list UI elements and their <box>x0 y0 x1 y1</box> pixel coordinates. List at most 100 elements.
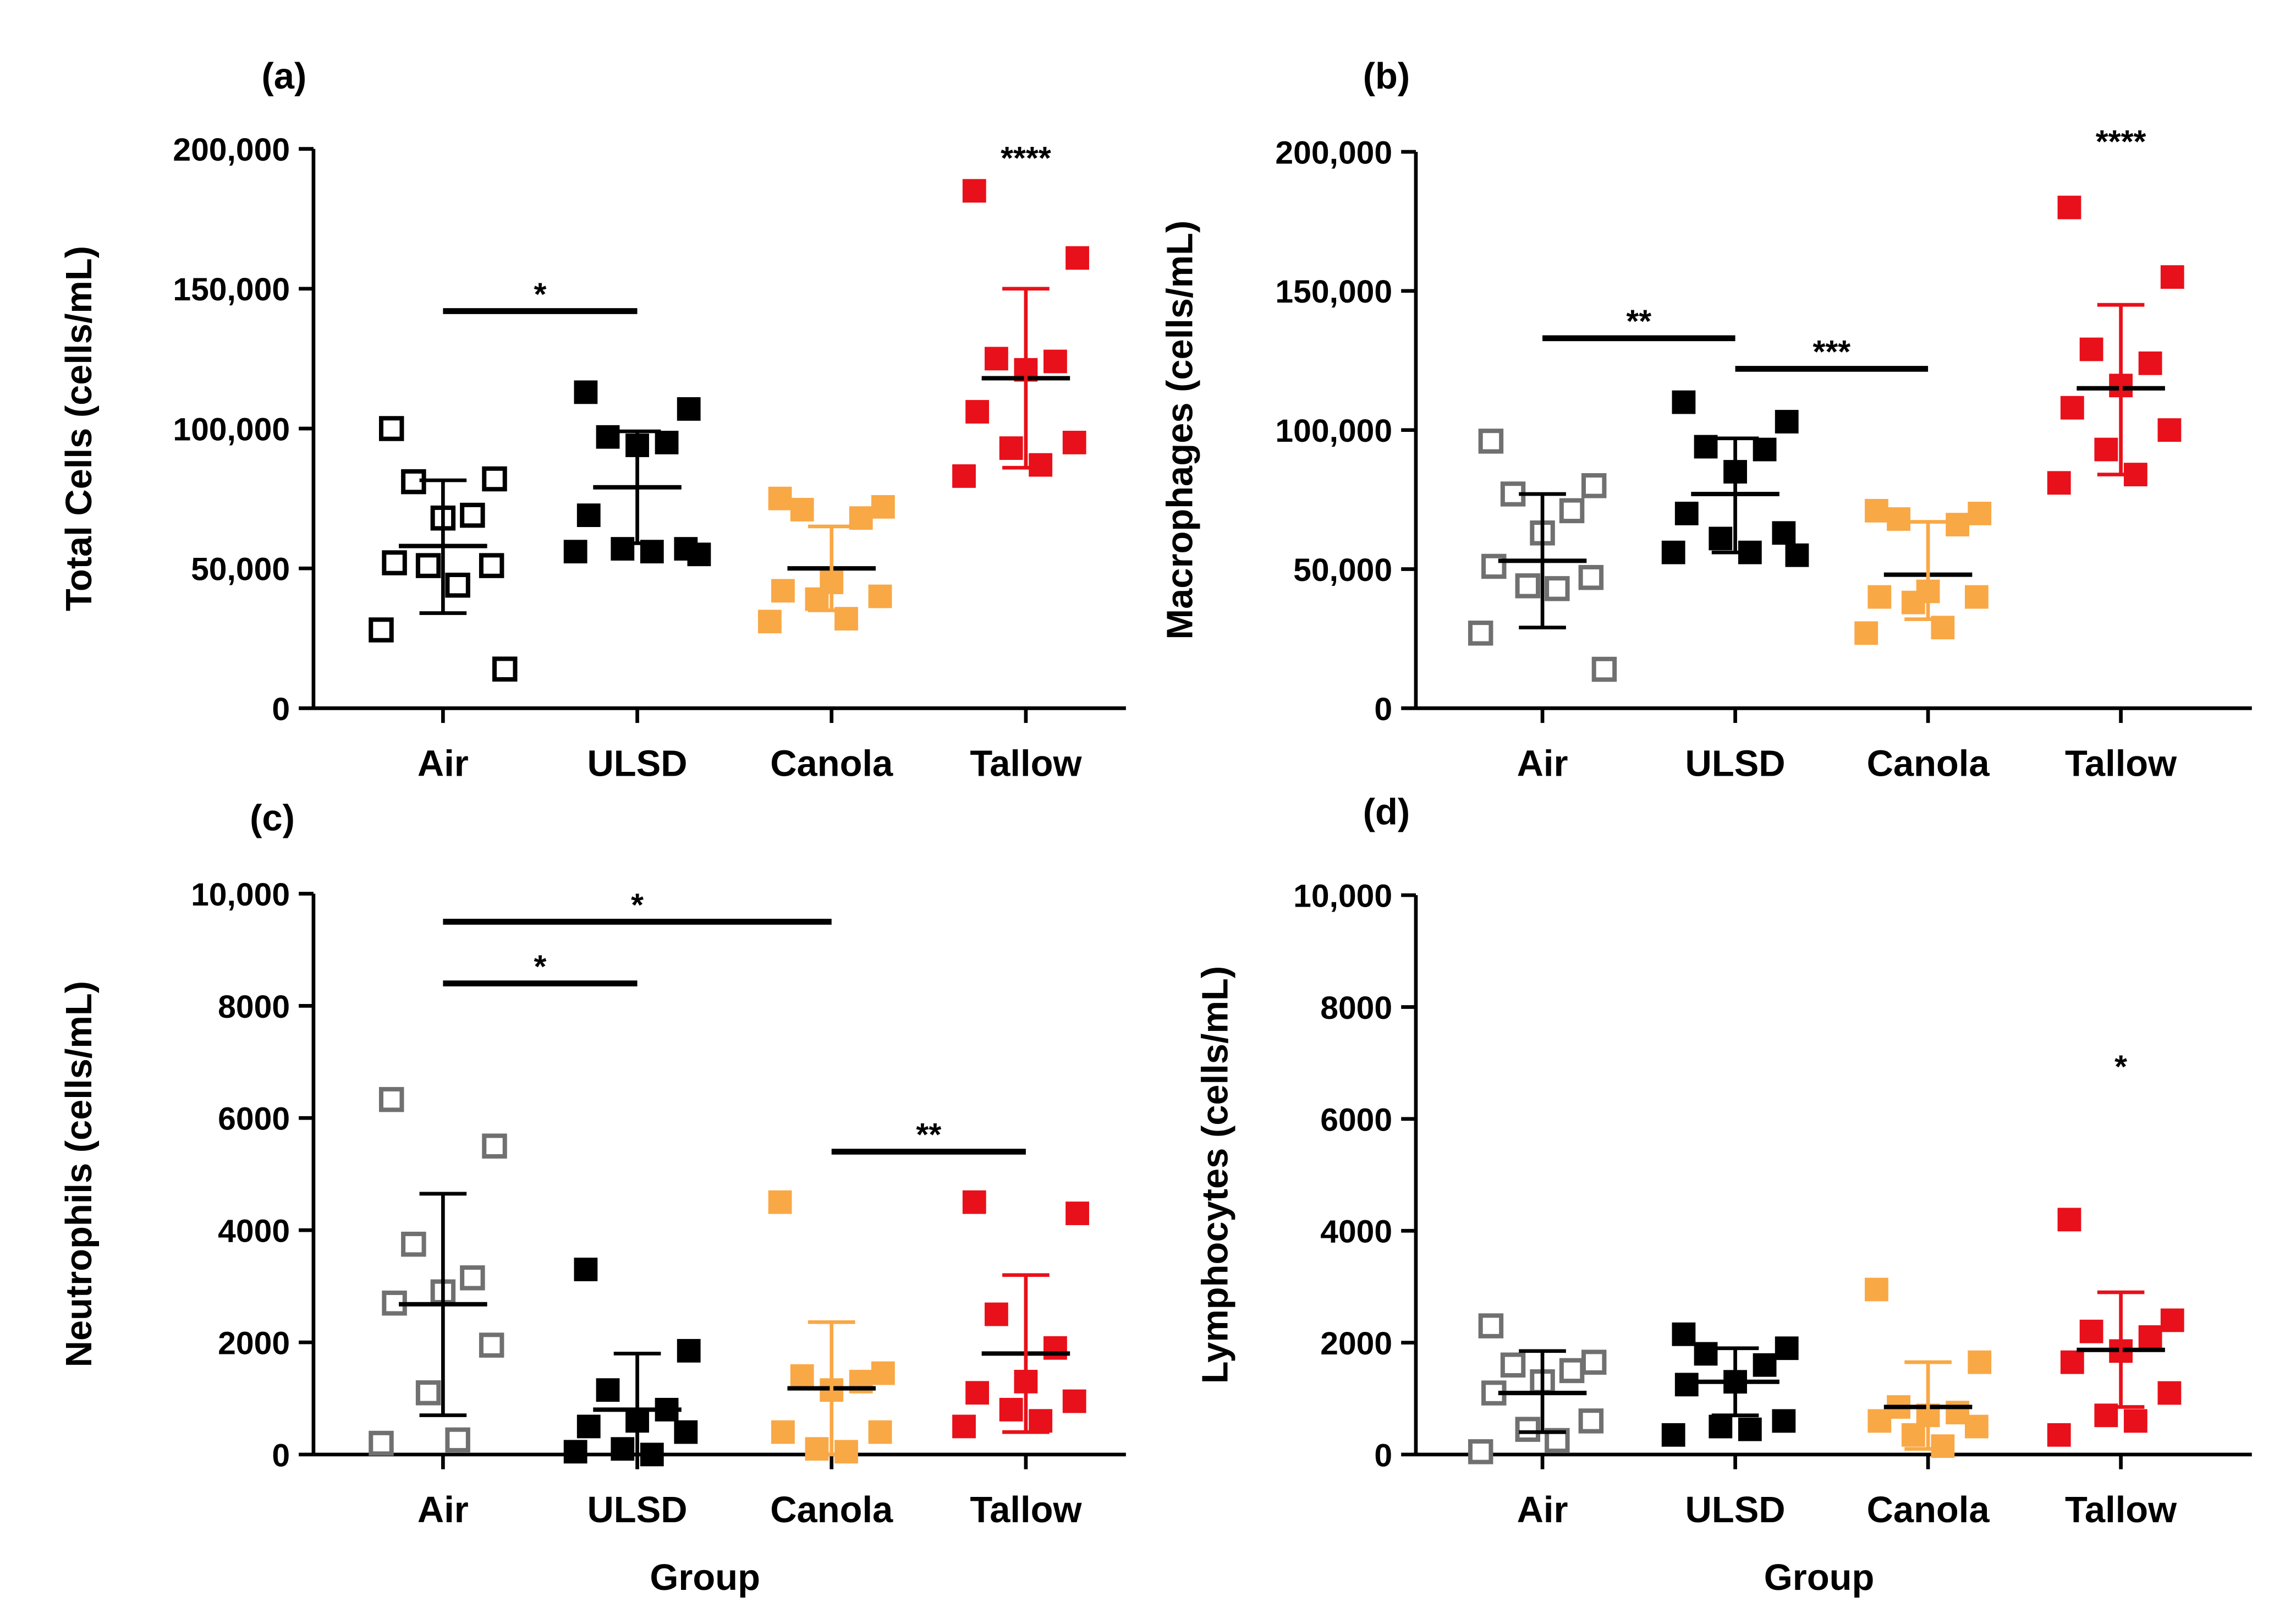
data-point <box>1753 1353 1777 1377</box>
data-point <box>677 397 701 421</box>
x-axis-label: Group <box>1764 1557 1875 1598</box>
data-point <box>2057 1208 2081 1232</box>
significance-label: ** <box>1626 304 1651 339</box>
data-point <box>2047 1423 2071 1447</box>
panel-label: (b) <box>1363 56 1410 97</box>
data-point <box>805 587 829 611</box>
y-tick-label: 0 <box>1374 692 1392 727</box>
series-air <box>1468 1313 1607 1464</box>
data-point <box>1674 1373 1699 1397</box>
data-point <box>415 553 441 578</box>
data-point <box>1578 1408 1604 1434</box>
series-tallow <box>952 1190 1089 1439</box>
data-point <box>962 179 986 203</box>
data-point <box>1581 1349 1607 1375</box>
data-point <box>563 1440 587 1464</box>
x-tick-label: Tallow <box>2065 1489 2177 1530</box>
panel-label: (d) <box>1363 792 1410 833</box>
data-point <box>768 1190 792 1214</box>
data-point <box>1468 1439 1493 1464</box>
data-point <box>2160 265 2184 289</box>
data-point <box>1478 1313 1504 1338</box>
data-point <box>1854 621 1878 645</box>
data-point <box>1545 576 1570 601</box>
panel-label: (c) <box>250 797 295 838</box>
data-point <box>563 540 587 564</box>
data-point <box>868 1420 892 1444</box>
x-tick-label: Tallow <box>2065 743 2177 784</box>
data-point <box>1065 1201 1089 1225</box>
data-point <box>1772 521 1796 545</box>
series-air <box>369 1087 507 1456</box>
y-axis-label: Neutrophils (cells/mL) <box>58 981 100 1367</box>
data-point <box>965 1381 990 1405</box>
x-tick-label: Tallow <box>970 743 1082 784</box>
data-point <box>1709 1414 1733 1439</box>
data-point <box>1481 553 1507 579</box>
data-point <box>1709 526 1733 551</box>
data-point <box>1578 564 1604 590</box>
data-point <box>2094 437 2118 462</box>
data-point <box>1062 431 1086 454</box>
series-tallow <box>2047 195 2184 495</box>
data-point <box>576 503 601 527</box>
y-tick-label: 6000 <box>1320 1102 1392 1138</box>
x-tick-label: Air <box>1517 743 1568 784</box>
panel-b: (b) 0 50,000 100,000 150,000 200,000 Air ULSD Ca… <box>1159 56 2252 784</box>
series-ulsd <box>563 380 711 567</box>
data-point <box>492 656 518 682</box>
data-point <box>482 1133 507 1159</box>
y-tick-label: 4000 <box>1320 1214 1392 1250</box>
y-tick-label: 0 <box>272 1438 290 1473</box>
series-ulsd <box>1661 1322 1799 1447</box>
data-point <box>378 1087 404 1112</box>
data-point <box>479 553 504 578</box>
y-tick-label: 150,000 <box>173 272 290 308</box>
y-tick-label: 150,000 <box>1275 274 1392 310</box>
series-ulsd <box>563 1258 701 1467</box>
x-tick-label: ULSD <box>1685 1489 1786 1530</box>
data-point <box>677 1338 701 1363</box>
data-point <box>655 431 679 454</box>
panel-c: (c) 0 2000 4000 6000 8000 10,000 Air ULSD Canola T… <box>58 797 1126 1598</box>
series-air <box>369 416 518 682</box>
x-tick-label: ULSD <box>587 743 688 784</box>
data-point <box>952 464 976 488</box>
data-point <box>790 1364 814 1388</box>
data-point <box>1968 501 1992 525</box>
data-point <box>445 572 470 598</box>
series-canola <box>757 486 895 634</box>
data-point <box>1775 410 1799 434</box>
x-axis-label: Group <box>650 1557 760 1598</box>
data-point <box>574 1258 598 1281</box>
data-point <box>1062 1389 1086 1413</box>
significance-label: *** <box>1812 334 1850 370</box>
data-point <box>1865 1277 1888 1302</box>
y-tick-label: 8000 <box>1320 990 1392 1026</box>
data-point <box>1901 1423 1925 1447</box>
x-tick-label: ULSD <box>1685 743 1786 784</box>
x-tick-label: Canola <box>1867 1489 1990 1530</box>
data-point <box>871 495 895 519</box>
data-point <box>445 1427 470 1453</box>
data-point <box>1478 429 1504 454</box>
data-point <box>460 502 485 528</box>
data-point <box>2060 1350 2084 1374</box>
data-point <box>805 1437 829 1461</box>
y-tick-label: 100,000 <box>173 412 290 447</box>
data-point <box>1867 585 1892 609</box>
data-point <box>768 486 792 511</box>
y-tick-label: 50,000 <box>1293 552 1392 588</box>
y-tick-label: 10,000 <box>191 877 290 913</box>
data-point <box>962 1190 986 1214</box>
data-point <box>1500 1352 1526 1378</box>
x-tick-label: Tallow <box>970 1489 1082 1530</box>
data-point <box>1738 1417 1762 1441</box>
y-tick-label: 100,000 <box>1275 413 1392 449</box>
data-point <box>1043 1336 1067 1360</box>
series-air <box>1468 429 1617 682</box>
data-point <box>611 537 635 561</box>
y-tick-label: 4000 <box>218 1214 290 1249</box>
significance-label: * <box>534 277 547 312</box>
data-point <box>479 1332 504 1358</box>
